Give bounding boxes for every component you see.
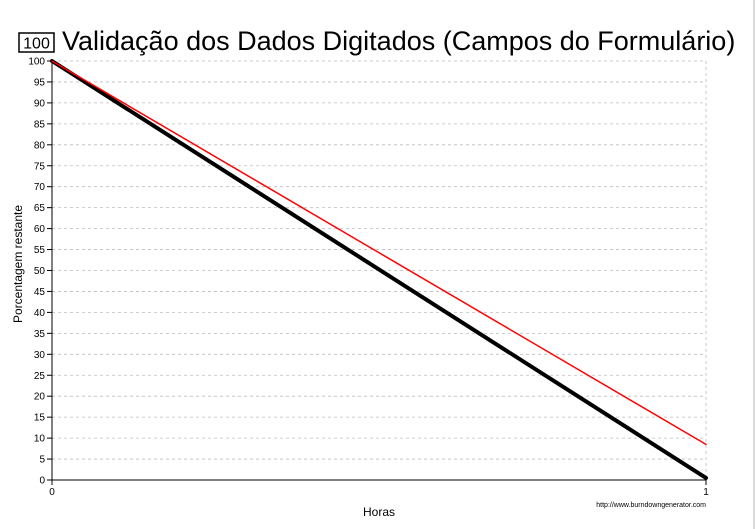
y-tick-label: 95 (34, 77, 46, 88)
y-tick-label: 65 (34, 203, 46, 214)
actual-line (50, 59, 708, 480)
y-tick-label: 35 (34, 329, 46, 340)
y-axis-title: Porcentagem restante (11, 205, 25, 323)
y-tick-label: 10 (34, 434, 46, 445)
y-tick-label: 100 (28, 57, 45, 68)
grid (52, 60, 707, 480)
y-tick-label: 80 (34, 140, 46, 151)
y-tick-label: 85 (34, 119, 46, 130)
tick-labels: 0510152025303540455055606570758085909510… (28, 57, 709, 499)
y-tick-label: 25 (34, 371, 46, 382)
y-tick-label: 60 (34, 224, 46, 235)
trend-line (51, 60, 707, 446)
y-tick-label: 20 (34, 392, 46, 403)
title-group: 100 Validação dos Dados Digitados (Campo… (18, 26, 735, 56)
y-tick-label: 50 (34, 266, 46, 277)
y-tick-label: 40 (34, 308, 46, 319)
page-edge (753, 0, 755, 529)
y-tick-label: 0 (39, 476, 45, 487)
series (50, 59, 708, 480)
chart-title: Validação dos Dados Digitados (Campos do… (62, 26, 735, 56)
x-tick-label: 0 (49, 487, 55, 498)
y-tick-label: 15 (34, 413, 46, 424)
x-tick-label: 1 (703, 487, 709, 498)
title-badge: 100 (23, 36, 50, 53)
y-tick-label: 30 (34, 350, 46, 361)
y-tick-label: 90 (34, 98, 46, 109)
title-badge-box (18, 32, 55, 53)
y-tick-label: 5 (39, 455, 45, 466)
y-tick-label: 75 (34, 161, 46, 172)
y-tick-label: 45 (34, 287, 46, 298)
x-axis-title: Horas (363, 505, 395, 519)
axes (47, 60, 707, 485)
y-tick-label: 55 (34, 245, 46, 256)
credit-link[interactable]: http://www.burndowngenerator.com (596, 502, 706, 509)
y-tick-label: 70 (34, 182, 46, 193)
